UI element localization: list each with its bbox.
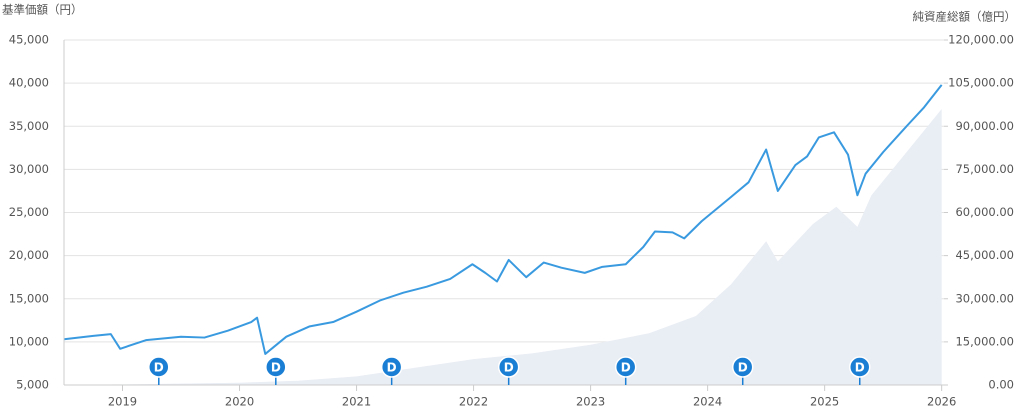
y2-tick-label: 120,000.00 [948, 33, 1014, 47]
plot [63, 84, 943, 385]
y2-tick-label: 90,000.00 [955, 119, 1014, 133]
grid [64, 39, 944, 386]
y2-tick-label: 45,000.00 [955, 248, 1014, 262]
y-tick-label: 45,000 [9, 33, 49, 47]
y2-tick-label: 15,000.00 [955, 334, 1014, 348]
y-tick-label: 5,000 [16, 378, 49, 392]
y-tick-label: 35,000 [9, 119, 49, 133]
dividend-label: D [154, 361, 164, 375]
y2-tick-label: 30,000.00 [955, 291, 1014, 305]
dividend-label: D [387, 361, 397, 375]
x-tick-label: 2021 [342, 395, 371, 409]
x-tick-label: 2024 [693, 395, 722, 409]
dividend-label: D [855, 361, 865, 375]
x-tick-label: 2020 [225, 395, 254, 409]
y-axis-title: 基準価額（円） [2, 3, 83, 17]
dividend-marker [148, 356, 170, 378]
dividend-marker [731, 356, 754, 378]
y-tick-label: 40,000 [9, 76, 49, 90]
y2-axis-title: 純資産総額（億円） [913, 10, 1017, 24]
dividend-label: D [504, 361, 514, 375]
y2-tick-label: 0.00 [988, 378, 1014, 392]
x-tick-label: 2026 [927, 395, 956, 409]
dividend-marker [614, 356, 637, 378]
dividend-marker [848, 356, 871, 378]
y2-tick-label: 105,000.00 [948, 76, 1014, 90]
y-tick-label: 20,000 [9, 248, 49, 262]
y-tick-label: 25,000 [9, 205, 49, 219]
x-tick-label: 2022 [459, 395, 488, 409]
y2-tick-label: 60,000.00 [955, 205, 1014, 219]
y2-tick-label: 75,000.00 [955, 162, 1014, 176]
y-tick-label: 30,000 [9, 162, 49, 176]
dividend-marker [265, 356, 287, 378]
x-tick-label: 2023 [576, 395, 605, 409]
x-tick-label: 2025 [810, 395, 839, 409]
y-tick-label: 10,000 [9, 334, 49, 348]
dividend-label: D [738, 361, 748, 375]
dividend-marker [380, 356, 403, 378]
dividend-label: D [271, 361, 281, 375]
nav-line [63, 84, 943, 355]
y-tick-label: 15,000 [9, 291, 49, 305]
net-assets-area [64, 109, 942, 385]
x-tick-label: 2019 [108, 395, 137, 409]
dividend-marker [497, 356, 520, 378]
dividend-label: D [621, 361, 631, 375]
